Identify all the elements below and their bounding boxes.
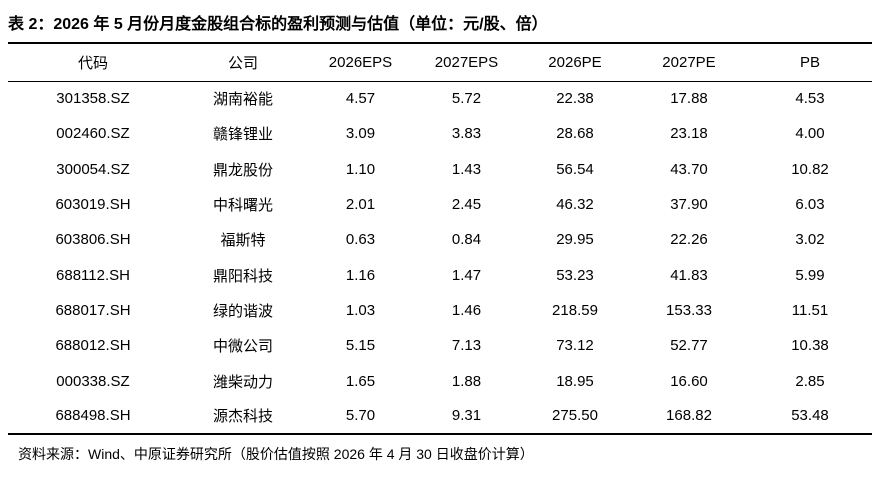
header-cell: 2027EPS <box>434 53 499 71</box>
table-cell: 3.09 <box>345 125 376 143</box>
table-cell: 中科曙光 <box>212 197 273 215</box>
table-cell: 鼎龙股份 <box>212 161 273 179</box>
table-cell: 17.88 <box>670 90 708 108</box>
table-cell: 300054.SZ <box>56 160 130 178</box>
table-cell: 22.38 <box>556 90 594 108</box>
table-cell: 37.90 <box>670 196 708 214</box>
table-cell: 2.85 <box>795 372 825 390</box>
table-cell: 湖南裕能 <box>212 91 273 109</box>
table-cell: 275.50 <box>552 407 598 425</box>
table-cell: 10.38 <box>791 337 829 355</box>
table-cell: 28.68 <box>556 125 594 143</box>
table-cell: 5.72 <box>451 90 482 108</box>
table-cell: 1.47 <box>451 266 482 284</box>
table-cell: 688498.SH <box>55 407 131 425</box>
table-cell: 688012.SH <box>55 337 131 355</box>
header-cell: 代码 <box>77 54 108 72</box>
table-cell: 源杰科技 <box>212 408 273 426</box>
header-cell: 2026EPS <box>328 53 393 71</box>
table-cell: 46.32 <box>556 196 594 214</box>
table-cell: 29.95 <box>556 231 594 249</box>
table-cell: 000338.SZ <box>56 372 130 390</box>
table-row: 002460.SZ 赣锋锂业 3.09 3.83 28.68 23.18 4.00 <box>8 116 872 151</box>
table-row: 688498.SH 源杰科技 5.70 9.31 275.50 168.82 53.48 <box>8 399 872 434</box>
table-cell: 1.88 <box>451 372 482 390</box>
header-cell: 公司 <box>227 54 258 72</box>
table-cell: 0.84 <box>451 231 482 249</box>
table-cell: 43.70 <box>670 160 708 178</box>
table-cell: 中微公司 <box>212 338 273 356</box>
table-row: 688017.SH 绿的谐波 1.03 1.46 218.59 153.33 11.51 <box>8 293 872 328</box>
table-cell: 688112.SH <box>56 266 130 284</box>
table-cell: 0.63 <box>345 231 376 249</box>
table-cell: 688017.SH <box>55 301 131 319</box>
table-cell: 18.95 <box>556 372 594 390</box>
table-cell: 11.51 <box>791 301 829 319</box>
table-cell: 73.12 <box>556 337 594 355</box>
table-cell: 2.01 <box>345 196 376 214</box>
table-cell: 赣锋锂业 <box>212 126 273 144</box>
table-row: 301358.SZ 湖南裕能 4.57 5.72 22.38 17.88 4.53 <box>8 81 872 116</box>
table-cell: 9.31 <box>451 407 482 425</box>
table-cell: 53.48 <box>791 407 829 425</box>
table-cell: 56.54 <box>556 160 594 178</box>
table-cell: 603806.SH <box>55 231 131 249</box>
table-cell: 16.60 <box>670 372 708 390</box>
table-cell: 1.10 <box>345 160 376 178</box>
table-cell: 福斯特 <box>220 232 266 250</box>
table-cell: 1.16 <box>345 266 376 284</box>
header-cell: 2027PE <box>662 53 716 71</box>
table-header: 代码 公司 2026EPS 2027EPS 2026PE 2027PE PB <box>8 43 872 81</box>
table-cell: 5.15 <box>345 337 376 355</box>
table-cell: 1.65 <box>345 372 376 390</box>
table-cell: 10.82 <box>791 160 829 178</box>
table-cell: 1.46 <box>451 301 482 319</box>
table-cell: 41.83 <box>670 266 708 284</box>
table-row: 300054.SZ 鼎龙股份 1.10 1.43 56.54 43.70 10.82 <box>8 152 872 187</box>
table-cell: 4.53 <box>795 90 825 108</box>
table-cell: 301358.SZ <box>56 90 130 108</box>
table-cell: 鼎阳科技 <box>212 267 273 285</box>
valuation-table: 代码 公司 2026EPS 2027EPS 2026PE 2027PE PB 301358.… <box>8 42 872 435</box>
table-cell: 168.82 <box>666 407 712 425</box>
header-cell: PB <box>799 53 820 71</box>
table-cell: 603019.SH <box>55 196 131 214</box>
table-row: 688012.SH 中微公司 5.15 7.13 73.12 52.77 10.38 <box>8 328 872 363</box>
table-cell: 绿的谐波 <box>212 302 273 320</box>
table-cell: 23.18 <box>670 125 708 143</box>
table-cell: 7.13 <box>451 337 482 355</box>
table-row: 603806.SH 福斯特 0.63 0.84 29.95 22.26 3.02 <box>8 222 872 257</box>
header-row: 代码 公司 2026EPS 2027EPS 2026PE 2027PE PB <box>8 43 872 81</box>
table-cell: 3.83 <box>451 125 482 143</box>
table-body: 301358.SZ 湖南裕能 4.57 5.72 22.38 17.88 4.53 00246… <box>8 81 872 434</box>
table-cell: 4.00 <box>795 125 825 143</box>
table-cell: 4.57 <box>345 90 376 108</box>
table-cell: 5.99 <box>795 266 825 284</box>
table-row: 000338.SZ 潍柴动力 1.65 1.88 18.95 16.60 2.85 <box>8 363 872 398</box>
table-cell: 22.26 <box>670 231 708 249</box>
footnote: 资料来源：Wind、中原证券研究所（股价估值按照 2026 年 4 月 30 日… <box>18 446 534 462</box>
table-cell: 002460.SZ <box>56 125 130 143</box>
header-cell: 2026PE <box>548 53 602 71</box>
table-row: 688112.SH 鼎阳科技 1.16 1.47 53.23 41.83 5.99 <box>8 257 872 292</box>
table-cell: 5.70 <box>345 407 376 425</box>
table-cell: 3.02 <box>795 231 825 249</box>
table-cell: 1.43 <box>451 160 482 178</box>
table-cell: 6.03 <box>795 196 825 214</box>
table-cell: 潍柴动力 <box>212 373 273 391</box>
table-title: 表 2：2026 年 5 月份月度金股组合标的盈利预测与估值（单位：元/股、倍） <box>8 16 548 33</box>
table-cell: 218.59 <box>552 301 598 319</box>
table-cell: 2.45 <box>451 196 482 214</box>
table-cell: 52.77 <box>670 337 708 355</box>
table-cell: 53.23 <box>556 266 594 284</box>
table-row: 603019.SH 中科曙光 2.01 2.45 46.32 37.90 6.03 <box>8 187 872 222</box>
table-cell: 1.03 <box>345 301 376 319</box>
table-cell: 153.33 <box>666 301 712 319</box>
